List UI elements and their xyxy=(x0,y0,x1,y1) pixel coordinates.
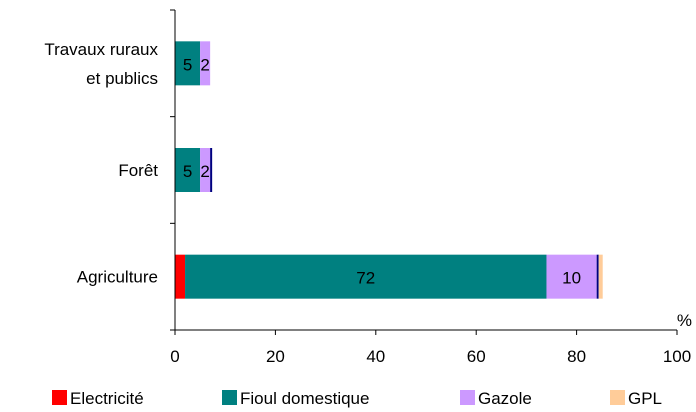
x-tick-label-80: 80 xyxy=(567,347,586,366)
legend: Electricité Fioul domestique Gazole GPL xyxy=(52,389,662,408)
x-tick-label-40: 40 xyxy=(366,347,385,366)
axes-layer xyxy=(170,9,678,335)
bar-agriculture-fioul-domestique xyxy=(185,254,547,299)
x-unit-label: % xyxy=(677,311,692,330)
category-label-foret: Forêt xyxy=(118,161,158,180)
legend-label-electricite: Electricité xyxy=(70,389,144,408)
data-label-foret-gazole: 2 xyxy=(200,162,209,181)
bar-agriculture-gpl xyxy=(598,254,603,299)
legend-label-gpl: GPL xyxy=(628,389,662,408)
legend-label-gazole: Gazole xyxy=(478,389,532,408)
bar-agriculture-series-3 xyxy=(596,254,599,299)
x-tick-label-20: 20 xyxy=(266,347,285,366)
legend-swatch-electricite xyxy=(52,390,67,405)
data-label-travaux-ruraux-et-publics-fioul-domestique: 5 xyxy=(183,55,192,74)
data-label-travaux-ruraux-et-publics-gazole: 2 xyxy=(200,55,209,74)
bar-travaux-ruraux-et-publics-fioul-domestique xyxy=(175,41,201,86)
bar-agriculture-electricite xyxy=(175,254,186,299)
bar-travaux-ruraux-et-publics-gazole xyxy=(200,41,211,86)
bars-layer xyxy=(175,41,603,299)
legend-label-fioul-domestique: Fioul domestique xyxy=(240,389,369,408)
legend-swatch-gpl xyxy=(610,390,625,405)
data-label-agriculture-fioul-domestique: 72 xyxy=(356,269,375,288)
x-tick-label-60: 60 xyxy=(467,347,486,366)
bar-agriculture-gazole xyxy=(546,254,597,299)
data-label-agriculture-gazole: 10 xyxy=(562,269,581,288)
legend-swatch-gazole xyxy=(460,390,475,405)
bar-foret-gazole xyxy=(200,148,211,192)
x-tick-label-100: 100 xyxy=(663,347,691,366)
category-label-agriculture: Agriculture xyxy=(77,268,158,287)
x-tick-label-0: 0 xyxy=(170,347,179,366)
category-label-travaux-ruraux-et-publics-line-2: et publics xyxy=(86,69,158,88)
bar-foret-fioul-domestique xyxy=(175,148,201,192)
legend-swatch-fioul-domestique xyxy=(222,390,237,405)
category-label-travaux-ruraux-et-publics-line-1: Travaux ruraux xyxy=(44,40,158,59)
bar-foret-series-3 xyxy=(210,148,213,192)
data-label-foret-fioul-domestique: 5 xyxy=(183,162,192,181)
